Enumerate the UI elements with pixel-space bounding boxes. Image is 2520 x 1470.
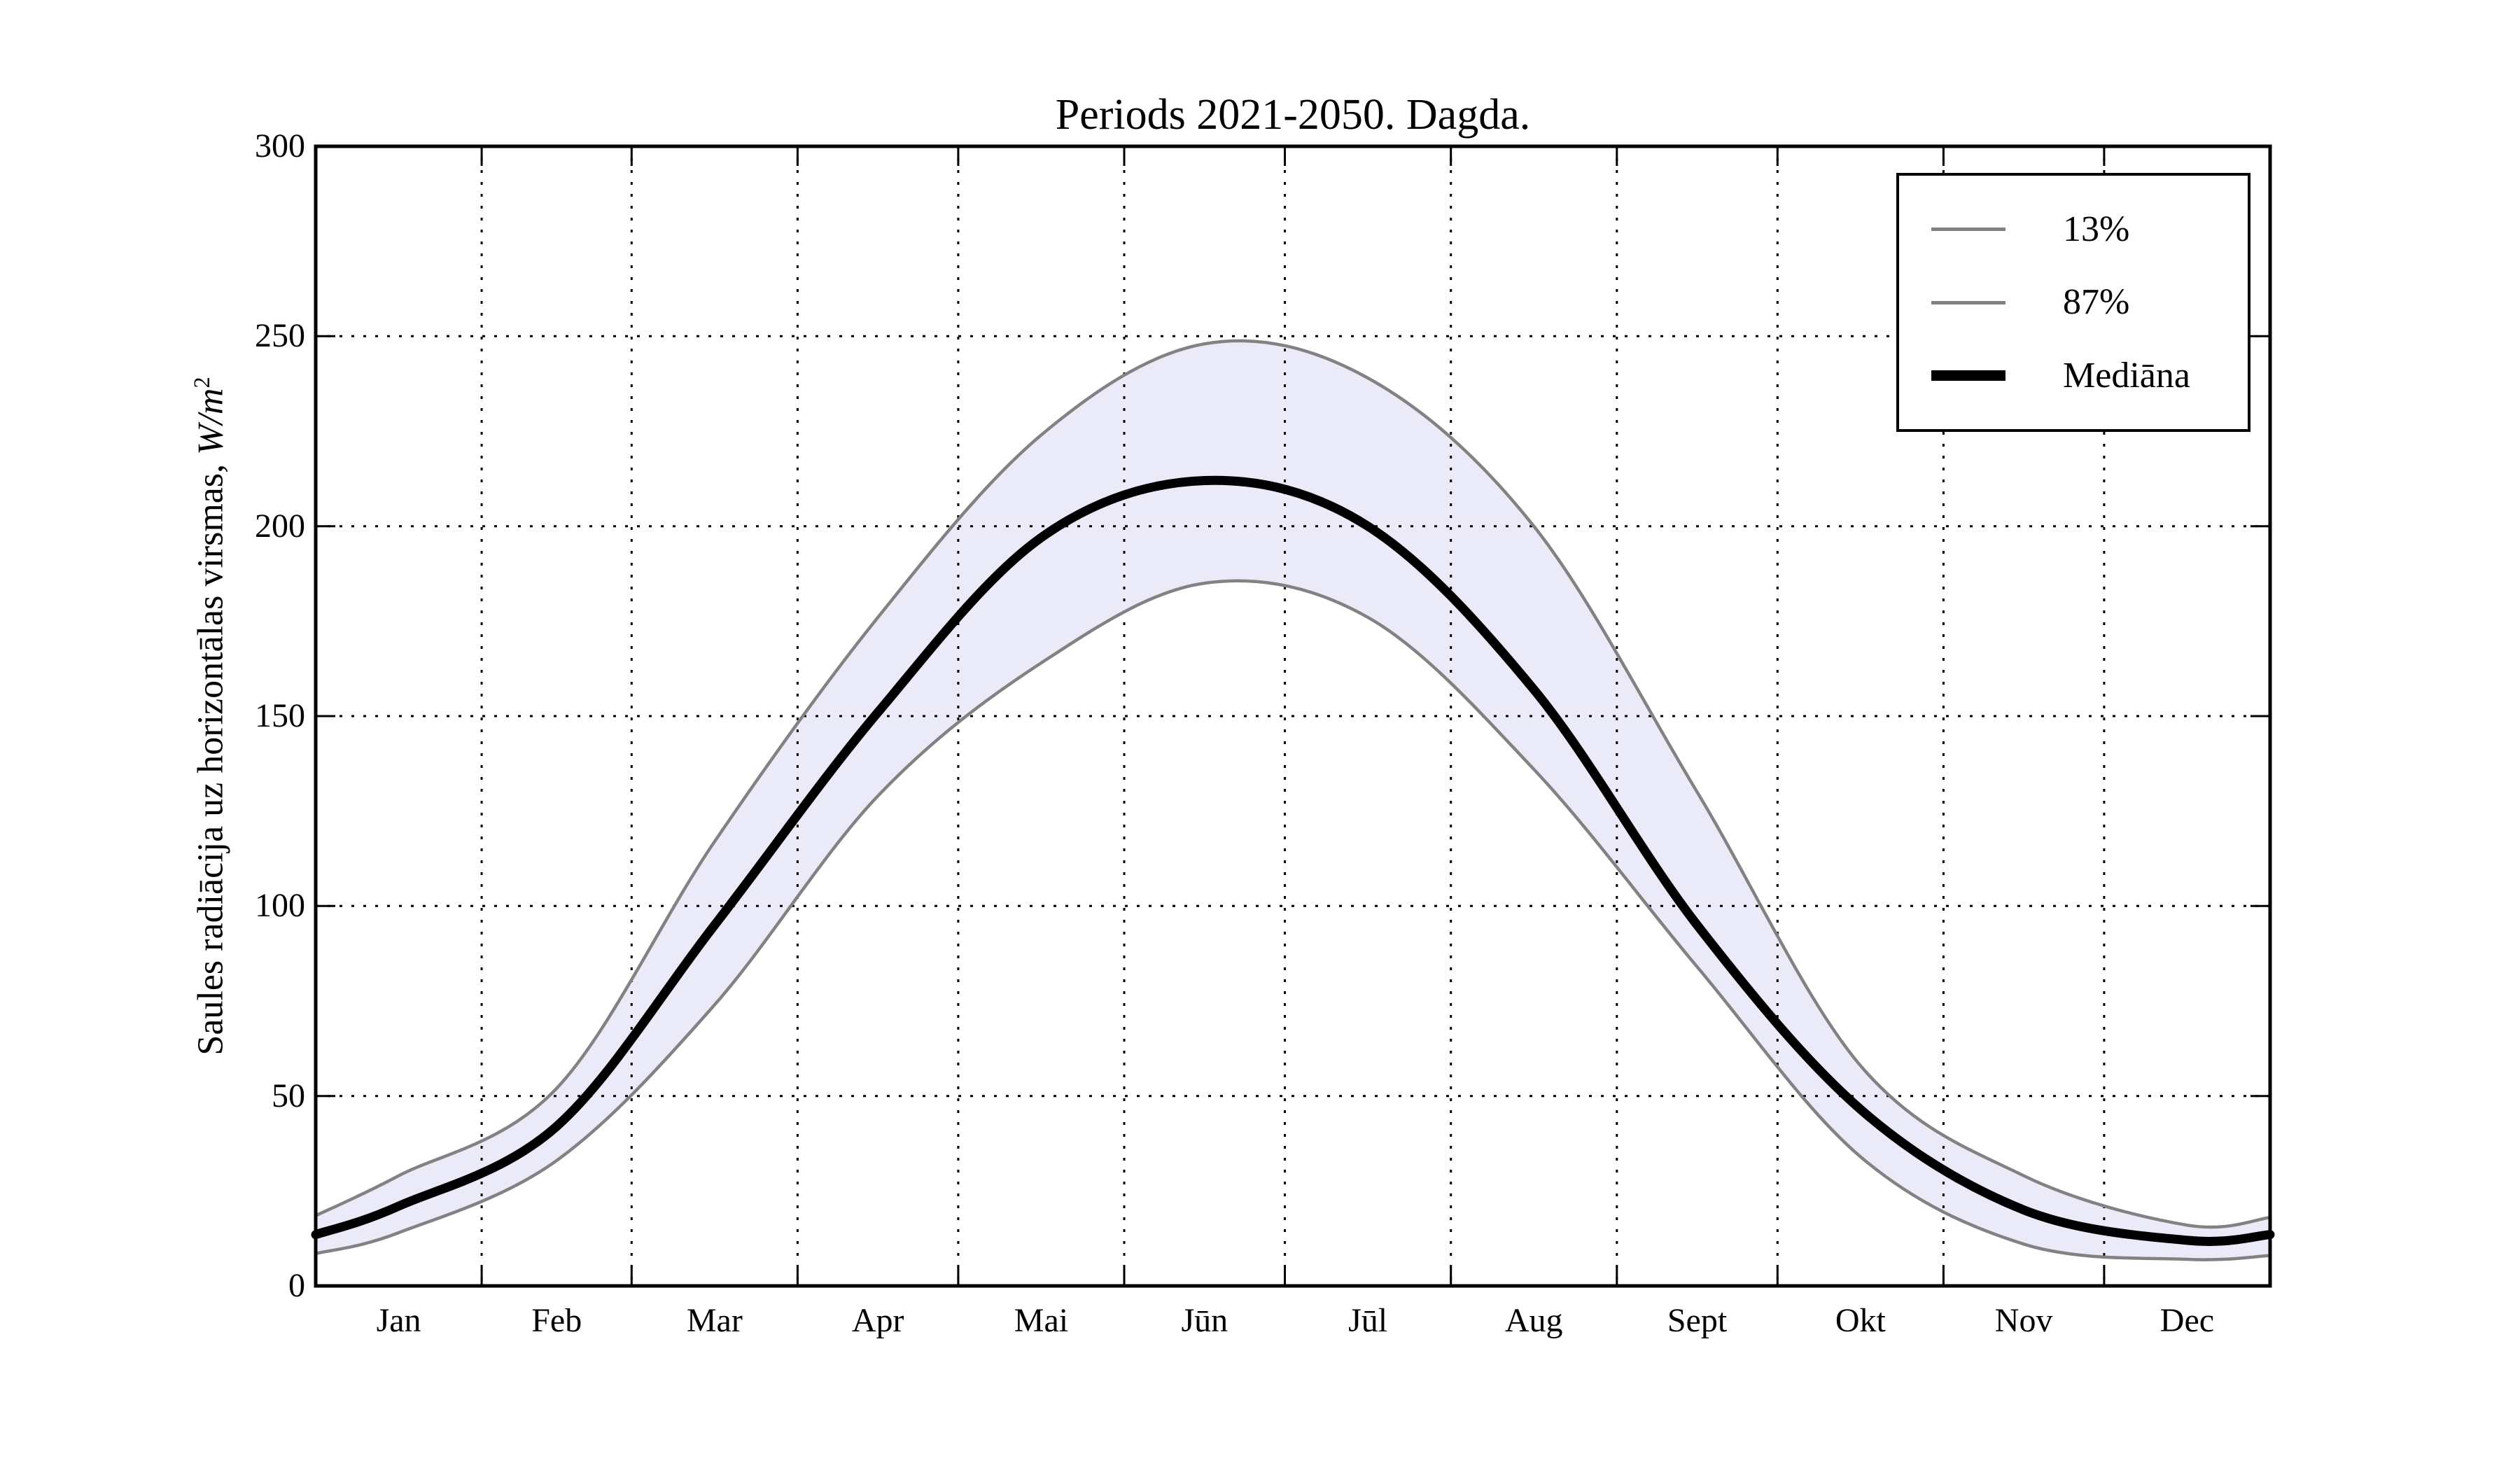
chart-title: Periods 2021-2050. Dagda. — [1055, 91, 1531, 139]
legend: 13% 87% Mediāna — [1896, 173, 2250, 432]
y-tick-label-300: 300 — [255, 127, 305, 164]
legend-line-sample-1 — [1931, 300, 2005, 304]
x-tick-label-Mar: Mar — [686, 1302, 743, 1339]
x-tick-label-Aug: Aug — [1504, 1302, 1563, 1339]
x-tick-label-Jan: Jan — [376, 1302, 421, 1339]
legend-item-0: 13% — [1899, 209, 2248, 249]
legend-line-sample-2 — [1931, 370, 2005, 381]
x-tick-label-Sept: Sept — [1667, 1302, 1728, 1339]
legend-item-label-0: 13% — [2063, 209, 2130, 249]
x-tick-label-Nov: Nov — [1994, 1302, 2053, 1339]
percentile-band — [316, 340, 2270, 1260]
axis-ticks — [316, 146, 2270, 1286]
legend-item-1: 87% — [1899, 283, 2248, 322]
lower-percentile-line — [315, 579, 2271, 1261]
y-tick-label-100: 100 — [255, 887, 305, 925]
x-tick-label-Mai: Mai — [1014, 1302, 1069, 1339]
y-axis-label-math: W/m — [190, 388, 231, 455]
x-tick-label-Apr: Apr — [851, 1302, 904, 1339]
legend-item-2: Mediāna — [1899, 356, 2248, 396]
y-tick-label-200: 200 — [255, 507, 305, 545]
upper-percentile-line — [315, 339, 2271, 1229]
legend-line-sample-0 — [1931, 227, 2005, 231]
x-tick-label-Jūn: Jūn — [1181, 1302, 1228, 1339]
x-tick-label-Dec: Dec — [2160, 1302, 2215, 1339]
legend-item-label-1: 87% — [2063, 282, 2130, 322]
y-tick-label-150: 150 — [255, 697, 305, 734]
y-tick-label-50: 50 — [272, 1077, 305, 1114]
x-tick-label-Feb: Feb — [531, 1302, 582, 1339]
plot-frame — [314, 144, 2272, 1288]
y-tick-label-0: 0 — [288, 1267, 305, 1304]
x-tick-label-Okt: Okt — [1835, 1302, 1886, 1339]
y-tick-label-250: 250 — [255, 317, 305, 355]
x-tick-label-Jūl: Jūl — [1348, 1302, 1388, 1339]
y-axis-label-superscript: 2 — [189, 377, 214, 388]
legend-item-label-2: Mediāna — [2063, 355, 2190, 396]
gridlines — [316, 146, 2270, 1286]
median-line — [311, 475, 2275, 1246]
